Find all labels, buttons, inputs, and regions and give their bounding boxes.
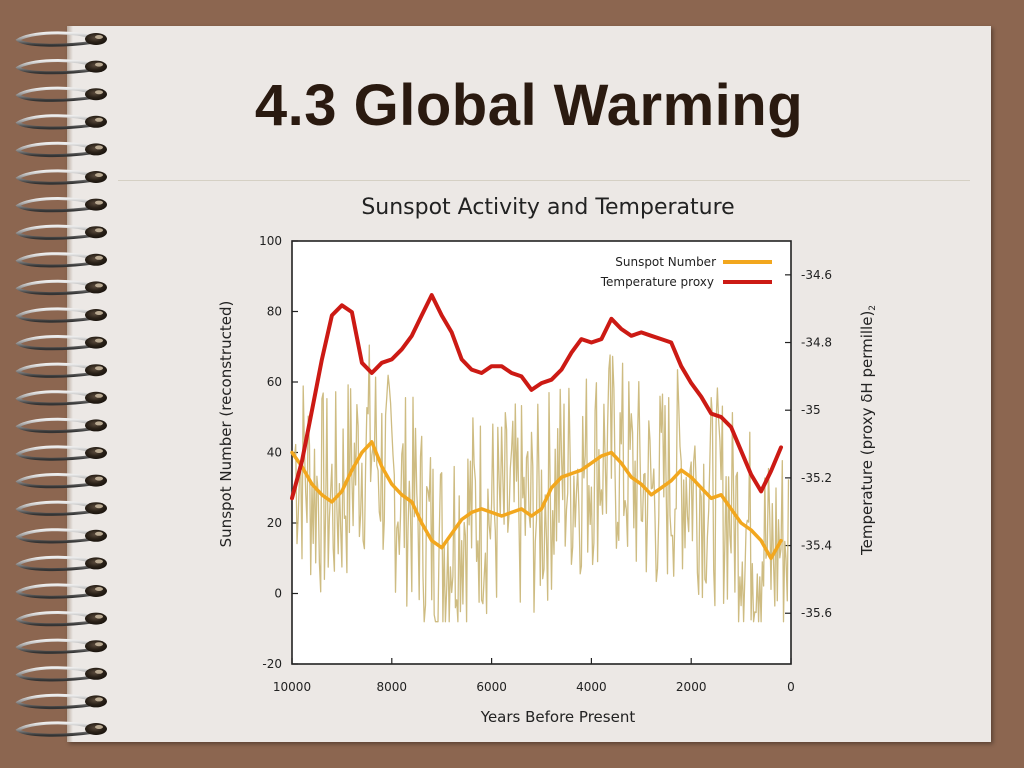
chart-title: Sunspot Activity and Temperature [361, 195, 734, 220]
title-divider [118, 180, 970, 181]
sunspot-raw-trace [293, 344, 790, 623]
binding-ring [15, 555, 107, 572]
y-tick-label: 40 [267, 446, 282, 460]
binding-ring [15, 362, 107, 378]
slide-title: 4.3 Global Warming [254, 73, 804, 138]
binding-ring [15, 335, 107, 351]
binding-ring [15, 666, 107, 682]
x-tick-label: 2000 [676, 680, 707, 694]
binding-ring [15, 417, 107, 434]
binding-ring [15, 86, 107, 102]
binding-ring [15, 114, 107, 130]
x-axis-ticks: 10000 8000 6000 4000 2000 0 [273, 658, 795, 694]
y2-tick-label: -35 [801, 403, 821, 417]
x-axis-label: Years Before Present [480, 708, 636, 726]
binding-ring [15, 445, 107, 461]
binding-ring [15, 583, 107, 599]
y-tick-label: 60 [267, 375, 282, 389]
binding-ring [15, 169, 107, 185]
temperature-series-line [290, 293, 783, 501]
binding-ring [15, 638, 107, 654]
binding-ring [15, 473, 107, 489]
legend-label-temperature: Temperature proxy [600, 275, 714, 289]
page-binding-edge [67, 26, 73, 742]
binding-ring [15, 693, 107, 710]
binding-ring [15, 224, 107, 240]
binding-ring [15, 611, 107, 627]
y-tick-label: -20 [262, 657, 282, 671]
x-tick-label: 6000 [476, 680, 507, 694]
binding-ring [15, 721, 107, 737]
binding-ring [15, 59, 107, 75]
y2-tick-label: -34.8 [801, 336, 832, 350]
y2-tick-label: -35.6 [801, 606, 832, 620]
binding-ring [15, 307, 107, 323]
binding-ring [15, 31, 107, 47]
y-tick-label: 100 [259, 234, 282, 248]
y2-axis-label: Temperature (proxy δH permille)2 [858, 305, 878, 556]
binding-ring [15, 141, 107, 158]
y-tick-label: 20 [267, 516, 282, 530]
y-axis-ticks: 100 80 60 40 20 0 -20 [259, 234, 298, 671]
x-tick-label: 4000 [576, 680, 607, 694]
x-tick-label: 8000 [377, 680, 408, 694]
binding-ring [15, 500, 107, 516]
binding-ring [15, 528, 107, 544]
binding-ring [15, 197, 107, 213]
y2-axis-label-main: Temperature (proxy δH permille) [858, 311, 876, 556]
x-tick-label: 0 [787, 680, 795, 694]
legend-label-sunspot: Sunspot Number [615, 255, 716, 269]
y2-tick-label: -34.6 [801, 268, 832, 282]
y2-axis-label-subscript: 2 [868, 305, 878, 311]
series-layer [290, 293, 790, 623]
y2-tick-label: -35.2 [801, 471, 832, 485]
y-axis-label: Sunspot Number (reconstructed) [217, 301, 235, 548]
y2-tick-label: -35.4 [801, 539, 832, 553]
y2-axis-ticks: -34.6 -34.8 -35 -35.2 -35.4 -35.6 [785, 268, 832, 620]
x-tick-label: 10000 [273, 680, 311, 694]
binding-ring [15, 252, 107, 268]
binding-ring [15, 390, 107, 406]
binding-ring [15, 279, 107, 296]
legend: Sunspot Number Temperature proxy [600, 255, 772, 289]
y-tick-label: 0 [274, 587, 282, 601]
spiral-binding [15, 31, 107, 737]
sunspot-series-line [290, 440, 783, 561]
y-tick-label: 80 [267, 305, 282, 319]
